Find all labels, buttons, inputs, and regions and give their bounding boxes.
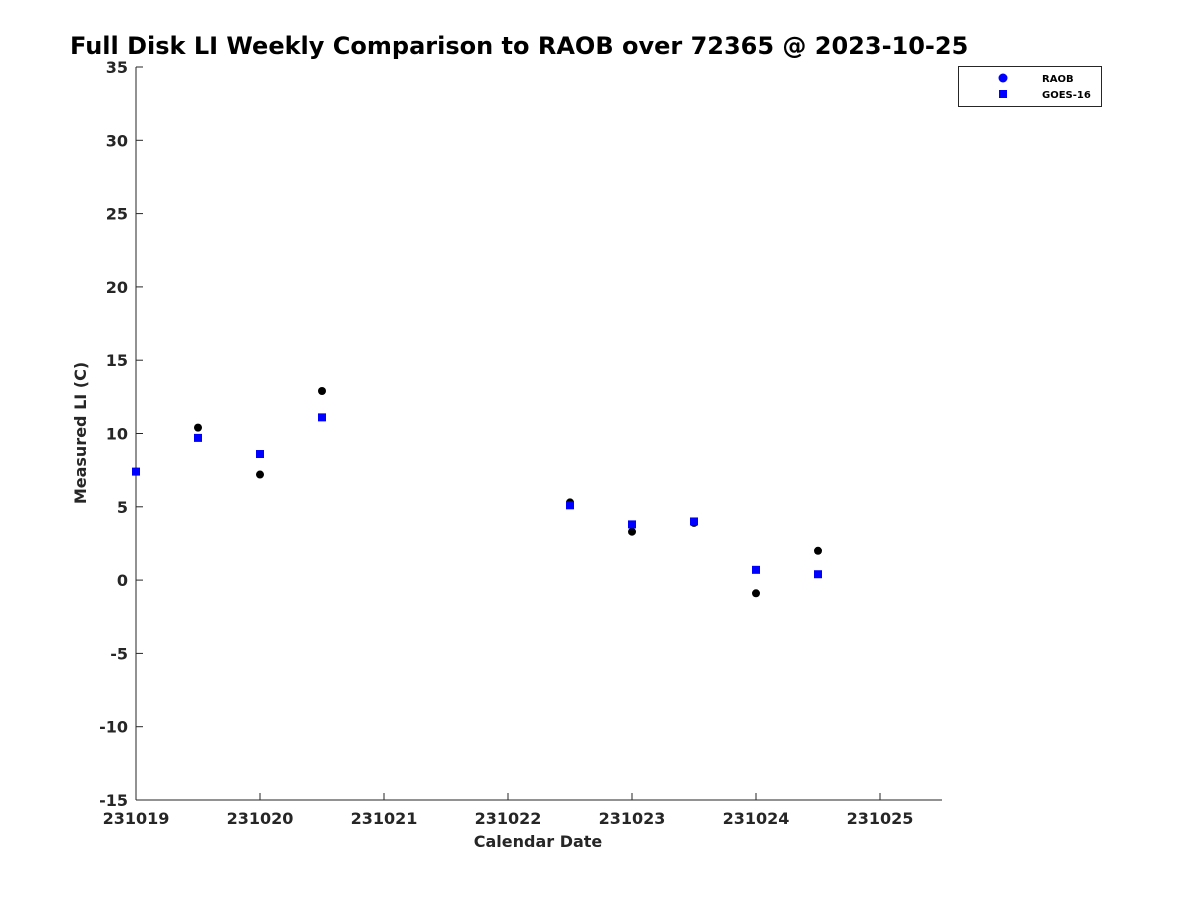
- y-axis-label: Measured LI (C): [71, 362, 90, 504]
- data-point: [194, 423, 202, 432]
- x-tick-label: 231023: [599, 809, 666, 828]
- data-point: [690, 517, 698, 526]
- legend-marker: [999, 90, 1007, 98]
- y-tick-label: 0: [117, 571, 128, 590]
- data-point: [628, 520, 636, 529]
- x-axis: 231019 231020 231021 231022 231023 231024 2310…: [103, 793, 914, 828]
- y-tick-label: 20: [106, 278, 128, 297]
- data-point: [752, 565, 760, 574]
- data-point: [752, 589, 760, 598]
- data-point: [256, 470, 264, 479]
- y-tick-label: -15: [99, 791, 128, 810]
- series-goes-16: [132, 413, 822, 579]
- x-tick-label: 231024: [723, 809, 790, 828]
- data-point: [256, 450, 264, 459]
- data-point: [566, 501, 574, 510]
- x-axis-label: Calendar Date: [474, 832, 603, 851]
- legend: RAOB GOES-16: [958, 66, 1102, 107]
- y-tick-label: 35: [106, 58, 128, 77]
- data-point: [814, 570, 822, 579]
- legend-marker: [998, 73, 1008, 83]
- y-tick-label: 15: [106, 351, 128, 370]
- data-point: [132, 467, 140, 476]
- x-tick-label: 231022: [475, 809, 542, 828]
- data-point: [628, 527, 636, 536]
- chart-title: Full Disk LI Weekly Comparison to RAOB o…: [70, 32, 968, 60]
- y-tick-label: 30: [106, 131, 128, 150]
- data-point: [814, 546, 822, 555]
- data-series: [132, 386, 822, 598]
- x-tick-label: 231019: [103, 809, 170, 828]
- y-tick-label: 10: [106, 425, 128, 444]
- plot-area: [136, 67, 942, 800]
- y-tick-label: -10: [99, 718, 128, 737]
- legend-label: RAOB: [1042, 74, 1074, 85]
- y-tick-label: 25: [106, 205, 128, 224]
- x-tick-label: 231021: [351, 809, 418, 828]
- x-tick-label: 231025: [847, 809, 914, 828]
- x-tick-label: 231020: [227, 809, 294, 828]
- data-point: [318, 413, 326, 422]
- y-tick-label: -5: [110, 644, 128, 663]
- legend-label: GOES-16: [1042, 90, 1091, 101]
- data-point: [194, 433, 202, 442]
- y-axis: 35 30 25 20 15 10 5 0 -5 -10 -15: [99, 58, 143, 810]
- y-tick-label: 5: [117, 498, 128, 517]
- data-point: [318, 386, 326, 395]
- legend-box: [958, 66, 1102, 107]
